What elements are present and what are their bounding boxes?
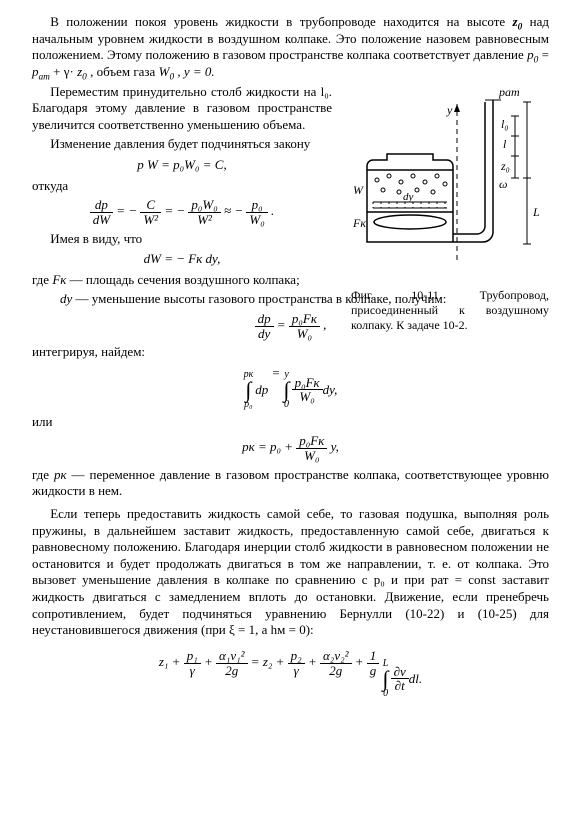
p-having: Имея в виду, что	[32, 231, 332, 248]
eq-bernoulli: z₁ + p₁γ + α₁v₁²2g = z₂ + p₂γ + α₂v₂²2g …	[32, 649, 549, 699]
figure-svg: pат y l₀ l z₀ ω W dy Fк L	[351, 84, 549, 280]
intro-paragraph: В положении покоя уровень жидкости в тру…	[32, 14, 549, 81]
p-integrating: интегрируя, найдем:	[32, 344, 549, 361]
lbl-W: W	[353, 183, 364, 197]
p0: p0	[527, 47, 538, 62]
eq-dW: dW = − Fк dy,	[32, 251, 332, 268]
lbl-y: y	[446, 103, 453, 117]
lbl-pam: pат	[498, 85, 520, 99]
intro-a: В положении покоя уровень жидкости в тру…	[50, 14, 512, 29]
figure-box: pат y l₀ l z₀ ω W dy Fк L Фиг. 10-11. Тр…	[351, 84, 549, 334]
lbl-dy: dy	[403, 191, 414, 203]
z0: z0	[513, 14, 523, 29]
p-or: или	[32, 414, 549, 431]
p-law: Изменение давления будет подчиняться зак…	[32, 136, 332, 153]
eq-pW: p W = p₀W₀ = C,	[32, 157, 332, 174]
two-column-region: Переместим принудительно столб жидкости …	[32, 84, 549, 268]
figure-caption: Фиг. 10-11. Трубопровод, присоединенный …	[351, 288, 549, 333]
lbl-om: ω	[499, 177, 507, 191]
lbl-z0: z₀	[500, 159, 510, 173]
p-whence: откуда	[32, 178, 332, 195]
lbl-Fk: Fк	[352, 216, 366, 230]
lbl-l0: l₀	[501, 117, 509, 131]
eq-integral: pк∫p₀ dp = y∫0 p₀FкW₀ dy,	[32, 365, 549, 410]
pam: pат	[32, 64, 50, 79]
lbl-L: L	[532, 205, 540, 219]
left-column: Переместим принудительно столб жидкости …	[32, 84, 332, 268]
big-paragraph: Если теперь предоставить жидкость самой …	[32, 506, 549, 639]
p-move: Переместим принудительно столб жидкости …	[32, 84, 332, 134]
def-pk: где pк — переменное давление в газовом п…	[32, 467, 549, 500]
eq-dpdW: dpdW = − CW² = − p₀W₀W² ≈ − p₀W₀ .	[32, 198, 332, 226]
lbl-l: l	[503, 137, 507, 151]
eq-pk: pк = p₀ + p₀FкW₀ y,	[32, 434, 549, 462]
